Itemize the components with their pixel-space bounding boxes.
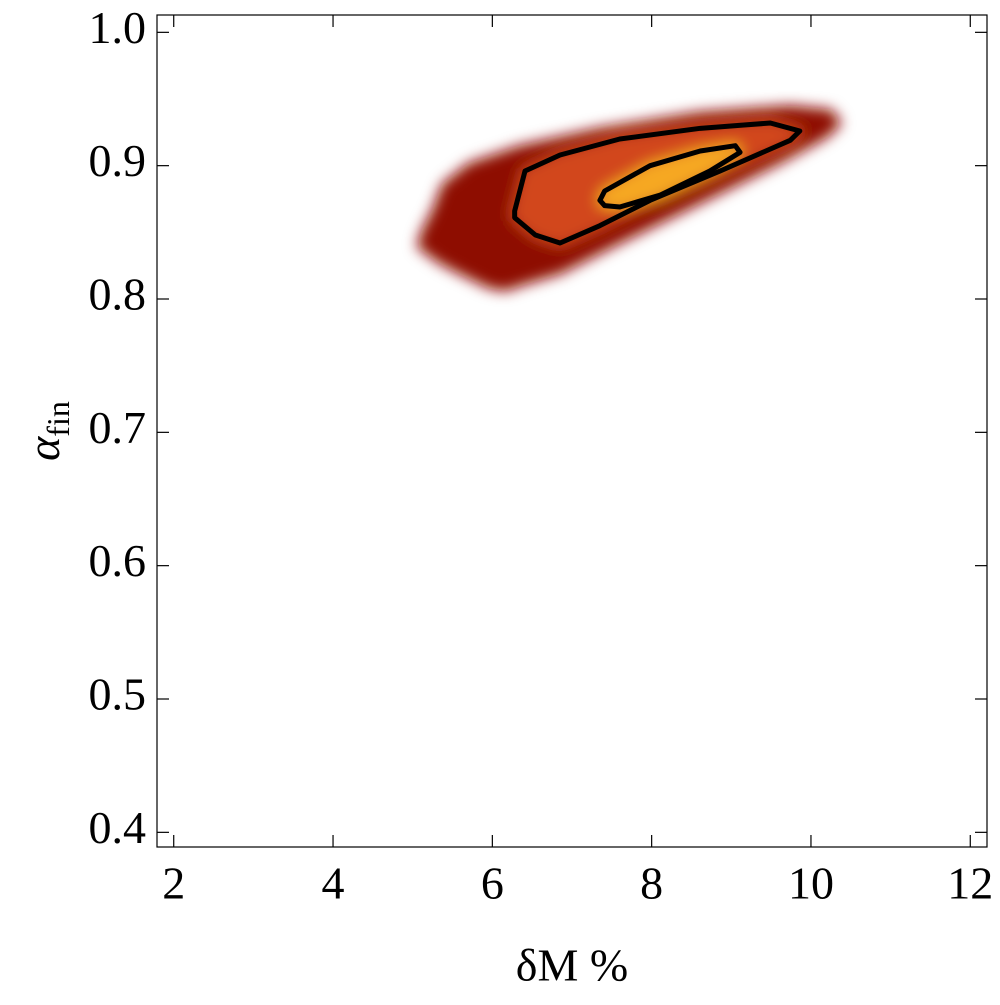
x-tick-label: 8 [640, 858, 663, 909]
x-tick-label: 12 [947, 858, 993, 909]
y-tick-label: 0.9 [89, 135, 147, 186]
x-tick-label: 4 [322, 858, 345, 909]
y-tick-label: 0.7 [89, 402, 147, 453]
x-tick-label: 2 [162, 858, 185, 909]
y-axis-symbol: α [18, 436, 69, 461]
x-tick-label: 6 [481, 858, 504, 909]
plot-frame [156, 14, 988, 848]
y-axis-title: αfin [18, 401, 77, 461]
y-tick-label: 0.5 [89, 669, 147, 720]
y-tick-label: 1.0 [89, 2, 147, 53]
x-axis-title: δM % [516, 940, 628, 991]
y-axis-subscript: fin [40, 401, 76, 437]
y-tick-label: 0.8 [89, 269, 147, 320]
y-tick-label: 0.4 [89, 802, 147, 853]
y-tick-label: 0.6 [89, 535, 147, 586]
contour-line [512, 120, 803, 246]
contours [512, 120, 803, 246]
contour-line [597, 143, 743, 210]
x-tick-label: 10 [788, 858, 834, 909]
